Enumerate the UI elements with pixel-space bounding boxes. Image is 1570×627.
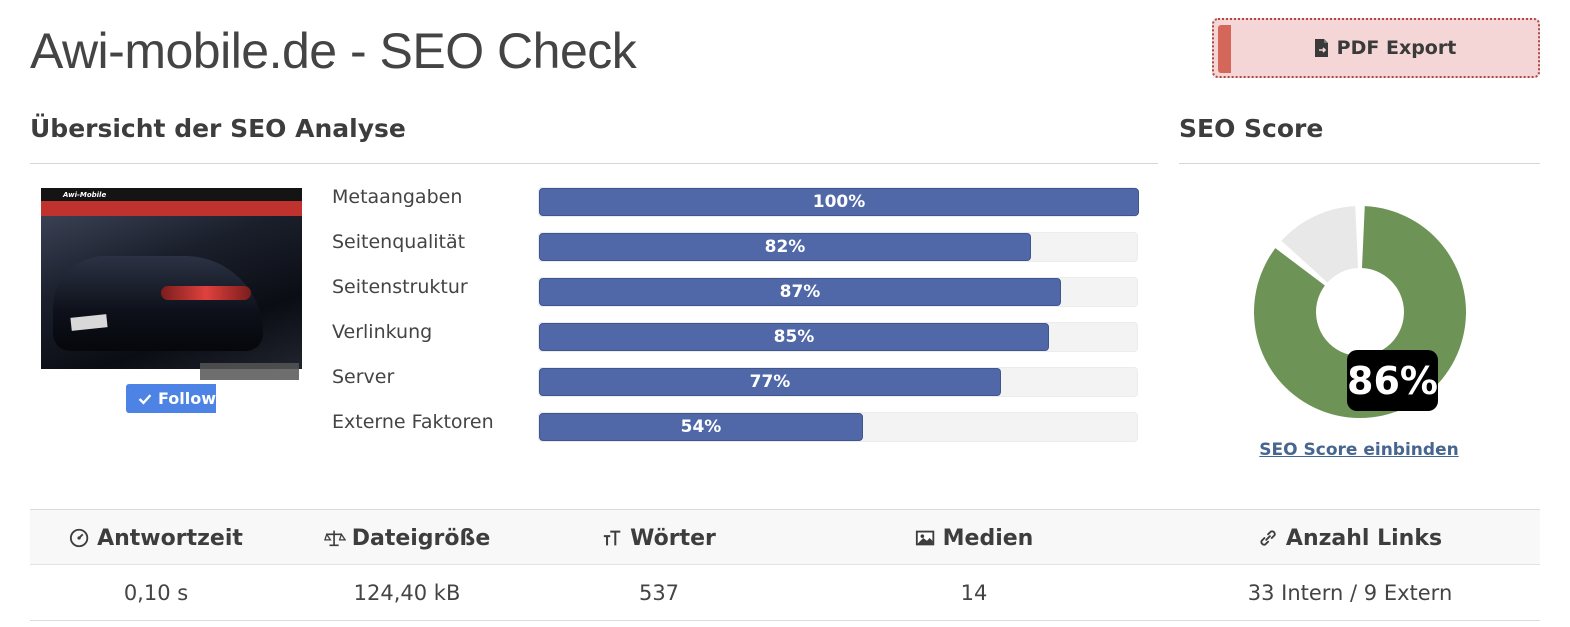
metric-bar-track: 82%: [538, 232, 1138, 262]
thumbnail-logo: Awi-Mobile: [63, 191, 107, 199]
overview-heading: Übersicht der SEO Analyse: [30, 114, 406, 143]
stat-header-cell: Medien: [824, 510, 1124, 566]
stat-value-cell: 0,10 s: [123, 581, 189, 605]
score-divider: [1179, 163, 1540, 164]
metric-label: Seitenqualität: [332, 231, 466, 253]
stats-value-row: 0,10 s 124,40 kB 537 14 33 Intern / 9 Extern: [30, 565, 1540, 621]
metric-label: Server: [332, 366, 395, 388]
stat-value-cell: 537: [638, 581, 680, 605]
image-icon: [915, 530, 934, 546]
metric-label: Metaangaben: [332, 186, 463, 208]
car-taillight: [161, 286, 251, 300]
stat-header-label: Antwortzeit: [97, 525, 243, 551]
pdf-export-stripe: [1218, 25, 1231, 73]
scale-icon: [323, 530, 346, 547]
stat-header-label: Wörter: [630, 525, 716, 551]
overview-divider: [30, 163, 1158, 164]
stat-value-cell: 14: [960, 581, 988, 605]
website-thumbnail: Awi-Mobile: [41, 188, 302, 369]
seo-score-embed-link[interactable]: SEO Score einbinden: [1259, 440, 1459, 460]
follow-button[interactable]: Follow: [126, 384, 216, 413]
stat-header-cell: Wörter: [534, 510, 784, 566]
seo-score-value: 86%: [1347, 350, 1438, 411]
metric-bar-track: 85%: [538, 322, 1138, 352]
metric-bar-track: 54%: [538, 412, 1138, 442]
pdf-export-label: PDF Export: [1336, 37, 1457, 59]
stat-header-label: Anzahl Links: [1285, 525, 1443, 551]
follow-label: Follow: [157, 389, 216, 408]
metric-bar-track: 87%: [538, 277, 1138, 307]
file-export-icon: [1314, 39, 1328, 57]
car-body: [53, 256, 263, 351]
thumbnail-caption-overlay: [200, 363, 299, 380]
stats-header-row: Antwortzeit Dateigröße Wörter Medien Anzahl …: [30, 509, 1540, 565]
metric-bar-track: 77%: [538, 367, 1138, 397]
text-size-icon: [603, 530, 621, 546]
metric-bar-fill: 87%: [539, 278, 1061, 306]
stat-value-cell: 124,40 kB: [353, 581, 461, 605]
thumbnail-banner: [41, 201, 302, 216]
link-icon: [1260, 530, 1276, 546]
metric-bar-fill: 100%: [539, 188, 1139, 216]
check-icon: [138, 393, 152, 405]
metric-label: Verlinkung: [332, 321, 433, 343]
pdf-export-button[interactable]: PDF Export: [1212, 18, 1540, 78]
score-heading: SEO Score: [1179, 114, 1324, 143]
score-remaining-segment: [1281, 206, 1359, 283]
metric-label: Seitenstruktur: [332, 276, 468, 298]
stat-header-cell: Anzahl Links: [1140, 510, 1560, 566]
thumbnail-hero-image: [41, 216, 302, 369]
metric-bar-fill: 77%: [539, 368, 1001, 396]
stat-header-cell: Dateigröße: [282, 510, 532, 566]
stat-header-cell: Antwortzeit: [31, 510, 281, 566]
gauge-icon: [70, 528, 89, 548]
thumbnail-nav: Awi-Mobile: [41, 188, 302, 201]
metric-bar-fill: 54%: [539, 413, 863, 441]
metric-bar-fill: 85%: [539, 323, 1049, 351]
stat-header-label: Dateigröße: [351, 525, 491, 551]
stat-header-label: Medien: [942, 525, 1034, 551]
page-title: Awi-mobile.de - SEO Check: [30, 23, 637, 79]
metric-label: Externe Faktoren: [332, 411, 494, 433]
metric-bar-fill: 82%: [539, 233, 1031, 261]
stat-value-cell: 33 Intern / 9 Extern: [1247, 581, 1453, 605]
metric-bar-track: 100%: [538, 187, 1139, 217]
